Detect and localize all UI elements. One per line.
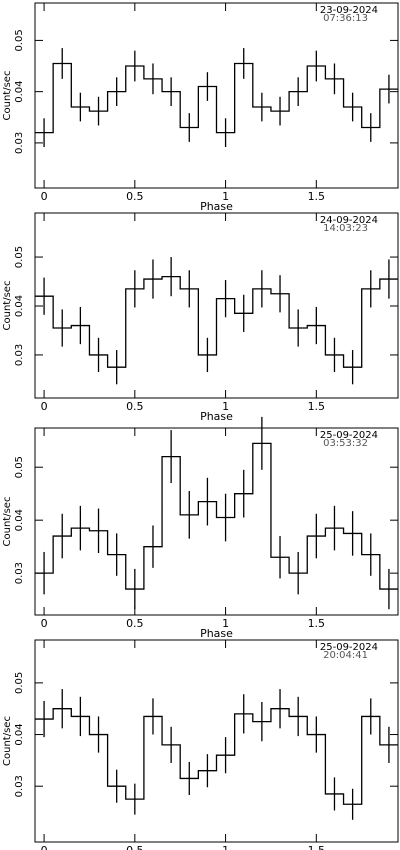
- y-tick-label: 0.05: [14, 29, 25, 51]
- time-label: 03:53:32: [323, 438, 368, 449]
- y-axis-label: Count/sec: [2, 281, 13, 331]
- x-tick-label: 1: [222, 400, 229, 413]
- x-tick-label: 0.5: [126, 844, 144, 850]
- plot-frame: [34, 2, 399, 189]
- y-tick-label: 0.04: [14, 81, 25, 103]
- x-tick-label: 0.5: [126, 617, 144, 630]
- y-tick-label: 0.03: [14, 132, 25, 154]
- date-label: 23-09-2024: [320, 5, 378, 16]
- x-axis-label: Phase: [200, 627, 233, 640]
- y-axis-label: Count/sec: [2, 71, 13, 121]
- x-tick-label: 0.5: [126, 400, 144, 413]
- plot-frame: [34, 639, 399, 843]
- date-label: 24-09-2024: [320, 215, 378, 226]
- x-tick-label: 1.5: [308, 400, 326, 413]
- date-label: 25-09-2024: [320, 430, 378, 441]
- y-tick-label: 0.03: [14, 562, 25, 584]
- light-curve: [35, 708, 398, 805]
- y-tick-label: 0.03: [14, 344, 25, 366]
- x-tick-label: 0: [41, 617, 48, 630]
- x-tick-label: 1.5: [308, 617, 326, 630]
- y-tick-label: 0.04: [14, 295, 25, 317]
- x-tick-label: 1: [222, 190, 229, 203]
- light-curve: [35, 275, 398, 368]
- plot-frame: [34, 427, 399, 616]
- x-axis-label: Phase: [200, 200, 233, 213]
- x-tick-label: 0: [41, 844, 48, 850]
- date-label: 25-09-2024: [320, 642, 378, 653]
- y-tick-label: 0.04: [14, 723, 25, 745]
- x-tick-label: 1: [222, 844, 229, 850]
- time-label: 07:36:13: [323, 13, 368, 24]
- y-axis-label: Count/sec: [2, 497, 13, 547]
- time-label: 14:03:23: [323, 223, 368, 234]
- x-tick-label: 0: [41, 190, 48, 203]
- y-tick-label: 0.05: [14, 672, 25, 694]
- x-tick-label: 0.5: [126, 190, 144, 203]
- y-tick-label: 0.05: [14, 246, 25, 268]
- x-axis-label: Phase: [200, 410, 233, 423]
- x-tick-label: 1.5: [308, 844, 326, 850]
- x-tick-label: 0: [41, 400, 48, 413]
- x-tick-label: 1.5: [308, 190, 326, 203]
- x-tick-label: 1: [222, 617, 229, 630]
- light-curve: [35, 442, 398, 590]
- time-label: 20:04:41: [323, 650, 368, 661]
- y-tick-label: 0.05: [14, 456, 25, 478]
- y-tick-label: 0.03: [14, 775, 25, 797]
- y-axis-label: Count/sec: [2, 716, 13, 766]
- light-curve: [35, 62, 398, 134]
- y-tick-label: 0.04: [14, 509, 25, 531]
